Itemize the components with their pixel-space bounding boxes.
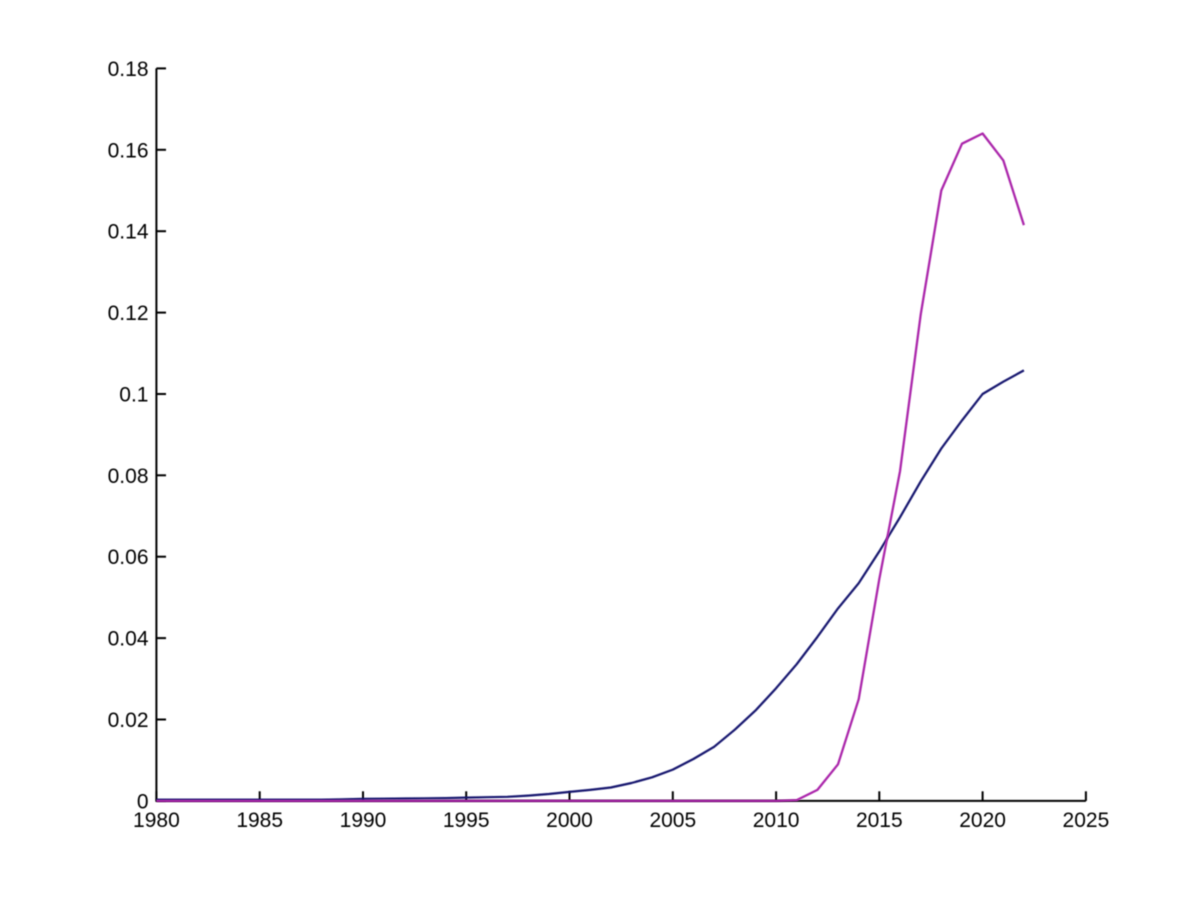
svg-text:0.04: 0.04: [108, 628, 149, 651]
svg-text:2010: 2010: [753, 809, 800, 832]
svg-text:0.18: 0.18: [108, 58, 149, 81]
svg-text:0.12: 0.12: [108, 302, 149, 325]
svg-text:2025: 2025: [1063, 809, 1110, 832]
svg-text:2005: 2005: [649, 809, 696, 832]
svg-text:0: 0: [137, 790, 149, 813]
svg-text:0.14: 0.14: [108, 221, 149, 244]
svg-text:1985: 1985: [236, 809, 283, 832]
svg-text:0.1: 0.1: [119, 384, 148, 407]
svg-text:0.08: 0.08: [108, 465, 149, 488]
svg-text:0.02: 0.02: [108, 709, 149, 732]
svg-text:2015: 2015: [856, 809, 903, 832]
svg-text:1995: 1995: [443, 809, 490, 832]
svg-text:0.16: 0.16: [108, 139, 149, 162]
svg-text:1980: 1980: [133, 809, 180, 832]
svg-text:0.06: 0.06: [108, 546, 149, 569]
svg-text:2020: 2020: [959, 809, 1006, 832]
svg-text:2000: 2000: [546, 809, 593, 832]
svg-text:1990: 1990: [340, 809, 387, 832]
